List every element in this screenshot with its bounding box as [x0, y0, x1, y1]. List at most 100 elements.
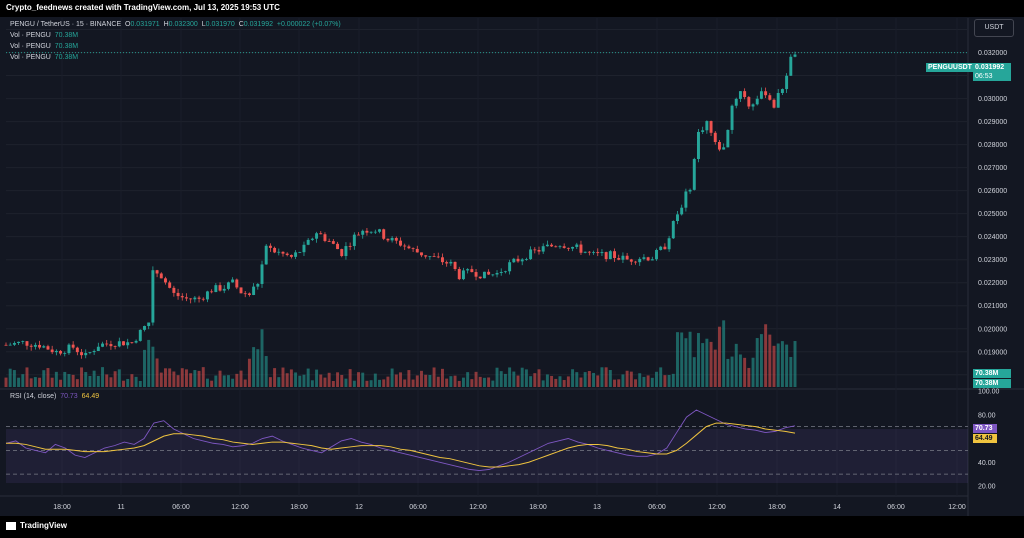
volume-bar: [357, 372, 361, 387]
candle-body: [315, 233, 319, 239]
volume-bar: [184, 369, 188, 387]
time-tick-label: 18:00: [768, 504, 786, 511]
volume-bar: [331, 380, 335, 387]
volume-bar: [734, 343, 738, 387]
candle-body: [365, 230, 369, 233]
low-value: 0.031970: [205, 21, 235, 28]
volume-bar: [424, 374, 428, 387]
volume-bar: [138, 380, 142, 387]
volume-bar: [692, 357, 696, 387]
candle-body: [189, 298, 193, 300]
candle-body: [461, 270, 465, 280]
volume-bar: [319, 374, 323, 387]
volume-bar: [315, 369, 319, 387]
candle-body: [604, 252, 608, 260]
candle-body: [537, 250, 541, 252]
volume-bar: [126, 378, 130, 387]
candle-body: [424, 255, 428, 257]
volume-bar: [470, 379, 474, 387]
candle-body: [164, 278, 167, 283]
volume-bar: [655, 371, 658, 387]
candle-body: [738, 91, 742, 99]
attribution-text: Crypto_feednews created with TradingView…: [6, 3, 280, 12]
high-value: 0.032300: [168, 21, 198, 28]
volume-bar: [201, 367, 205, 387]
volume-bar: [281, 367, 285, 387]
volume-bar: [604, 367, 608, 387]
candle-body: [692, 159, 696, 190]
volume-bar: [600, 367, 604, 387]
candle-body: [701, 130, 705, 132]
candle-body: [252, 286, 256, 295]
volume-bar: [676, 332, 679, 387]
candle-body: [764, 91, 768, 96]
close-label: C: [238, 21, 244, 28]
candle-body: [772, 99, 776, 108]
volume-bar: [709, 341, 713, 387]
price-tick-label: 0.027000: [978, 165, 1007, 172]
volume-label: Vol · PENGU: [10, 54, 51, 61]
candle-body: [29, 345, 33, 347]
candle-body: [109, 344, 113, 347]
volume-bar: [130, 374, 134, 387]
volume-bar: [59, 379, 63, 387]
time-tick-label: 06:00: [172, 504, 190, 511]
volume-bar: [80, 367, 84, 387]
price-tick-label: 0.023000: [978, 257, 1007, 264]
volume-bar: [457, 380, 461, 387]
volume-bar: [701, 343, 705, 387]
candle-body: [533, 249, 537, 251]
candle-body: [218, 285, 222, 291]
volume-bar: [382, 379, 386, 387]
volume-bar: [524, 369, 528, 387]
candle-body: [457, 269, 461, 280]
volume-bar: [75, 379, 79, 387]
volume-bar: [25, 367, 29, 387]
candle-body: [608, 251, 612, 260]
candle-body: [264, 245, 268, 265]
volume-bar: [617, 379, 621, 387]
currency-button[interactable]: USDT: [974, 19, 1014, 37]
candle-body: [214, 285, 218, 293]
candle-body: [155, 270, 159, 274]
candle-body: [407, 246, 411, 249]
volume-bar: [407, 370, 411, 387]
candle-body: [508, 262, 512, 272]
volume-bar: [373, 373, 377, 387]
volume-bar: [545, 374, 549, 387]
symbol-text: PENGU / TetherUS · 15 · BINANCE: [10, 21, 122, 28]
candle-body: [671, 221, 675, 239]
candle-body: [520, 259, 524, 262]
volume-bar: [608, 369, 612, 387]
candle-body: [478, 276, 482, 279]
candle-body: [126, 342, 130, 346]
candle-body: [352, 234, 356, 247]
candle-body: [273, 247, 277, 253]
volume-bar: [205, 378, 209, 387]
time-tick-label: 12:00: [948, 504, 966, 511]
candle-body: [617, 258, 621, 260]
candle-body: [159, 273, 163, 279]
candle-body: [331, 241, 335, 244]
candle-body: [231, 279, 235, 283]
candle-body: [524, 259, 528, 260]
candle-body: [420, 252, 423, 256]
candle-body: [621, 255, 625, 260]
volume-bar: [684, 338, 688, 387]
candle-body: [96, 346, 100, 351]
volume-bar: [109, 377, 113, 387]
candle-body: [474, 272, 478, 277]
candle-body: [436, 256, 440, 258]
rsi-ma-line: [6, 422, 796, 468]
candle-body: [21, 341, 25, 342]
rsi-tick-label: 20.00: [978, 484, 996, 491]
candle-body: [562, 246, 566, 248]
time-tick-label: 12:00: [231, 504, 249, 511]
candle-body: [71, 344, 75, 348]
candle-body: [63, 353, 67, 354]
volume-bar: [164, 368, 167, 387]
candle-body: [105, 343, 109, 345]
volume-bar: [239, 370, 243, 387]
price-tick-label: 0.032000: [978, 50, 1007, 57]
